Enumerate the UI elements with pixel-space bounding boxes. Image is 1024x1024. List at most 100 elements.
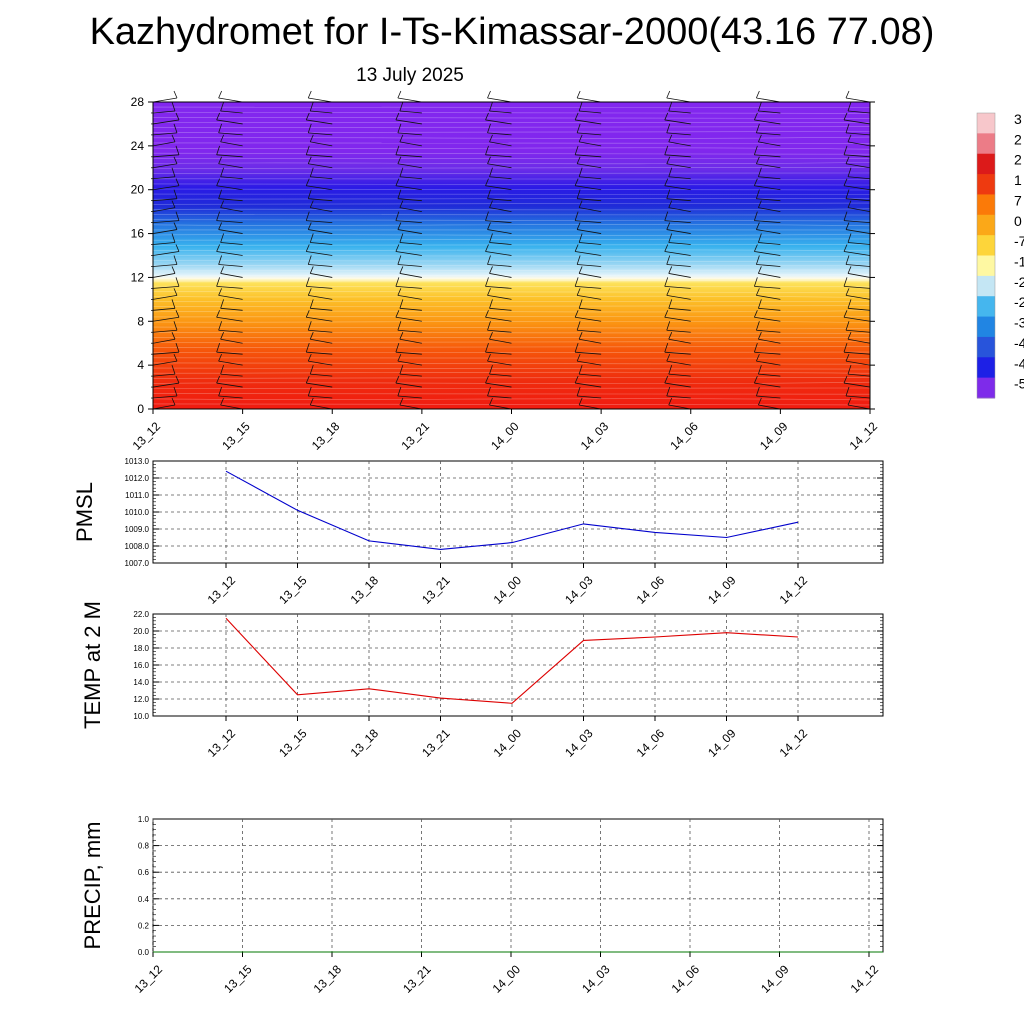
contour-line: [152, 208, 871, 211]
wind-barb-flag: [487, 156, 491, 164]
wind-barb: [152, 386, 178, 399]
wind-barb-shaft: [664, 119, 691, 125]
wind-barb-flag: [485, 112, 489, 121]
wind-barb-shaft: [310, 373, 333, 377]
wind-barb: [576, 222, 602, 234]
wind-barb-shaft: [666, 360, 691, 366]
wind-barb-shaft: [666, 294, 691, 300]
wind-barb: [666, 255, 691, 267]
wind-barb-shaft: [666, 97, 691, 103]
wind-barb-shaft: [845, 264, 871, 267]
wind-barb-shaft: [664, 154, 691, 158]
wind-barb-flag: [668, 101, 673, 112]
wind-barb-flag: [753, 145, 758, 155]
wind-barb: [489, 332, 512, 344]
wind-barb: [487, 189, 512, 202]
wind-barb-shaft: [758, 110, 781, 114]
wind-barb-shaft: [397, 97, 422, 103]
wind-barb-shaft: [579, 307, 602, 311]
wind-barb-shaft: [310, 176, 333, 180]
wind-barb: [152, 90, 178, 103]
wind-barb-flag: [399, 364, 404, 375]
wind-barb: [487, 90, 512, 103]
wind-barb: [397, 189, 422, 202]
wind-barb-shaft: [756, 229, 781, 234]
wind-barb-flag: [218, 288, 222, 296]
wind-barb-flag: [843, 244, 848, 252]
color-bar-swatch: [977, 357, 995, 379]
wind-barb-shaft: [666, 198, 691, 202]
wind-barb: [395, 211, 422, 224]
wind-barb: [395, 112, 422, 125]
wind-barb: [574, 375, 602, 388]
wind-barb-shaft: [152, 110, 176, 114]
wind-barb-flag: [576, 189, 581, 199]
wind-barb-shaft: [487, 329, 512, 333]
wind-barb-shaft: [579, 338, 602, 344]
wind-barb-flag: [487, 255, 491, 265]
wind-barb-flag: [309, 101, 314, 112]
wind-barb-flag: [307, 123, 312, 134]
wind-barb: [309, 134, 333, 147]
wind-barb-flag: [664, 375, 669, 384]
wind-barb: [397, 386, 422, 399]
wind-barb: [578, 332, 602, 344]
wind-barb-shaft: [152, 207, 176, 213]
panel-x-tick-label: 14_06: [634, 726, 668, 760]
profile-y-tick-label: 24: [131, 139, 145, 153]
wind-barb: [574, 277, 602, 289]
wind-barb: [218, 90, 243, 103]
wind-barb-flag: [664, 277, 669, 287]
wind-barb-shaft: [756, 329, 781, 333]
wind-barb-flag: [309, 332, 314, 340]
wind-barb-flag: [305, 343, 310, 353]
wind-barb-flag: [218, 189, 223, 199]
wind-barb-shaft: [152, 338, 176, 344]
wind-barb-shaft: [579, 176, 602, 180]
wind-barb-shaft: [489, 404, 512, 410]
wind-barb-shaft: [216, 251, 243, 256]
wind-barb-shaft: [216, 185, 243, 191]
wind-barb-flag: [307, 90, 312, 99]
wind-barb-flag: [171, 364, 176, 375]
wind-barb: [307, 90, 333, 103]
wind-barb-shaft: [152, 316, 180, 322]
wind-barb: [220, 134, 243, 147]
wind-barb: [845, 288, 871, 300]
wind-barb-shaft: [756, 132, 781, 136]
wind-barb-flag: [399, 266, 404, 274]
panel-y-tick-label: 1010.0: [125, 508, 150, 517]
wind-barb-flag: [309, 233, 314, 243]
wind-barb: [152, 266, 176, 278]
wind-barb-shaft: [847, 141, 871, 147]
panel-y-tick-label: 1012.0: [125, 474, 150, 483]
wind-barb-flag: [754, 178, 758, 186]
wind-barb-flag: [756, 222, 760, 230]
wind-barb: [668, 101, 691, 114]
color-bar-swatch: [977, 153, 995, 175]
wind-barb-flag: [305, 277, 310, 287]
wind-barb: [395, 310, 422, 322]
wind-barb: [753, 343, 781, 355]
wind-barb: [152, 299, 176, 311]
wind-barb-shaft: [152, 373, 176, 377]
wind-barb-shaft: [758, 404, 781, 410]
wind-barb-flag: [216, 343, 221, 353]
wind-barb-shaft: [487, 163, 512, 169]
panel-y-tick-label: 0.4: [138, 895, 150, 904]
wind-barb-flag: [668, 364, 673, 375]
wind-barb-shaft: [397, 163, 422, 169]
panel-x-tick-label: 14_12: [777, 726, 811, 760]
wind-barb-flag: [668, 332, 673, 340]
wind-barb: [152, 167, 176, 180]
wind-barb-flag: [845, 222, 850, 230]
wind-barb-shaft: [152, 97, 178, 103]
wind-barb: [395, 343, 422, 355]
wind-barb-shaft: [575, 154, 602, 158]
wind-barb-flag: [754, 112, 758, 121]
wind-barb-shaft: [306, 185, 333, 191]
wind-barb-shaft: [847, 242, 871, 245]
contour-line: [152, 320, 871, 323]
wind-barb-shaft: [847, 307, 871, 311]
